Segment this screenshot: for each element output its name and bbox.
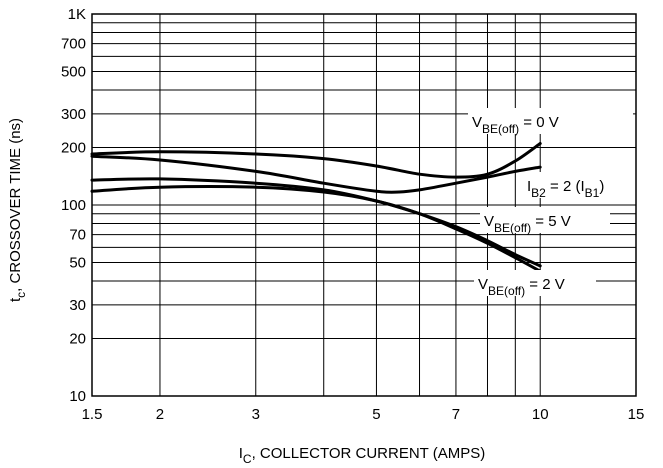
x-tick-label: 15 (628, 406, 645, 423)
y-tick-label: 700 (61, 36, 86, 53)
tick-labels: 1.5 2 3 5 7 10 15 10 20 30 50 70 100 200 300 500 700 1K (61, 6, 644, 423)
y-tick-label: 300 (61, 106, 86, 123)
y-tick-label: 500 (61, 63, 86, 80)
grid (91, 13, 637, 397)
series-group (90, 142, 542, 273)
y-tick-label: 10 (69, 388, 86, 405)
series-line-1 (90, 142, 542, 179)
annotation-vbe2: VBE(off) = 2 V (478, 276, 565, 298)
y-tick-label: 1K (68, 6, 86, 23)
x-tick-label: 5 (372, 406, 380, 423)
annotation-ib2: IB2 = 2 (IB1) (527, 178, 604, 200)
series-line-2 (90, 154, 542, 194)
annotation-vbe5: VBE(off) = 5 V (484, 213, 571, 235)
annotation-bg (474, 270, 596, 296)
y-tick-label: 70 (69, 227, 86, 244)
annotation-bg (480, 207, 610, 233)
x-tick-label: 1.5 (82, 406, 103, 423)
annotation-bg (468, 108, 633, 134)
annotation-vbe0: VBE(off) = 0 V (472, 114, 559, 136)
y-tick-label: 30 (69, 297, 86, 314)
annotations: VBE(off) = 0 V IB2 = 2 (IB1) VBE(off) = 5 … (468, 108, 633, 298)
x-tick-label: 3 (252, 406, 260, 423)
y-tick-label: 200 (61, 140, 86, 157)
y-axis-title: tc, CROSSOVER TIME (ns) (7, 118, 28, 302)
annotation-bg (523, 172, 629, 198)
y-tick-label: 50 (69, 254, 86, 271)
y-tick-label: 100 (61, 197, 86, 214)
x-tick-label: 7 (452, 406, 460, 423)
y-tick-label: 20 (69, 331, 86, 348)
x-tick-label: 10 (532, 406, 549, 423)
x-axis-title: IC, COLLECTOR CURRENT (AMPS) (239, 445, 486, 466)
x-tick-label: 2 (156, 406, 164, 423)
plot-border (91, 13, 637, 397)
series-line-4 (90, 185, 542, 273)
